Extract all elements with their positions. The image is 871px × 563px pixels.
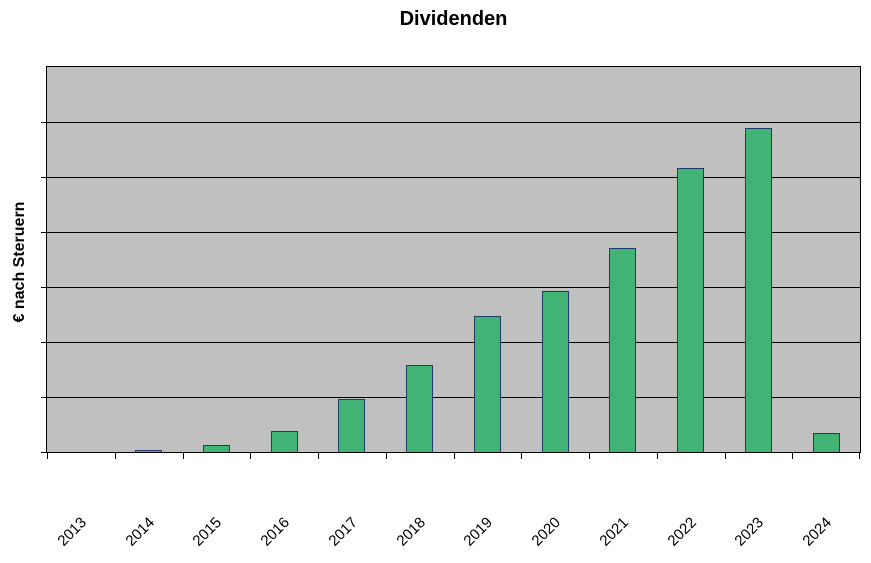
x-axis-tick (656, 452, 658, 459)
x-axis-tick (589, 452, 590, 459)
gridline (47, 286, 860, 288)
x-axis-tick (859, 452, 860, 459)
x-axis-label: 2018 (393, 514, 429, 550)
y-axis-tick (41, 286, 47, 288)
bar-2015 (202, 444, 230, 452)
y-axis-title: € nach Steruern (11, 201, 28, 323)
x-axis-label: 2022 (664, 514, 700, 550)
x-axis-tick (385, 452, 387, 459)
x-axis-tick (114, 452, 116, 459)
y-axis-tick (41, 231, 47, 233)
bar-2020 (541, 291, 569, 452)
gridline (47, 341, 860, 343)
bar-2022 (677, 167, 705, 452)
x-axis-tick (724, 452, 726, 459)
x-axis-label: 2024 (799, 514, 836, 550)
chart-title: Dividenden (399, 8, 508, 30)
gridline (47, 121, 860, 123)
bar-2019 (473, 315, 501, 452)
x-axis-label: 2019 (460, 514, 497, 550)
x-axis-tick (521, 452, 523, 459)
bar-2014 (135, 449, 163, 452)
x-axis-tick (250, 452, 252, 459)
plot-area (41, 66, 861, 459)
x-axis-label: 2015 (189, 514, 226, 550)
x-axis-label: 2020 (528, 514, 565, 550)
bar-2021 (609, 247, 637, 452)
bar-2023 (744, 127, 772, 452)
x-axis-tick (318, 452, 319, 459)
x-axis-label: 2016 (257, 514, 294, 550)
x-axis-tick (182, 452, 184, 459)
x-axis-label: 2023 (731, 514, 768, 550)
x-axis-label: 2017 (325, 514, 361, 550)
y-axis-tick (41, 176, 47, 178)
bar-2024 (812, 433, 840, 452)
y-axis-tick (41, 121, 47, 123)
y-axis-tick (41, 451, 47, 453)
x-axis-tick (453, 452, 455, 459)
x-axis-label: 2014 (122, 514, 158, 550)
gridline (47, 231, 860, 233)
x-axis-tick (792, 452, 794, 459)
gridline (47, 396, 860, 398)
gridline (47, 176, 860, 178)
y-axis-tick (41, 341, 47, 343)
x-axis-tick (47, 452, 48, 459)
y-axis-tick (41, 396, 47, 398)
bar-2018 (406, 364, 434, 452)
x-axis-label: 2013 (54, 514, 90, 550)
x-axis-label: 2021 (596, 514, 632, 550)
bar-2016 (270, 430, 298, 452)
bar-2017 (338, 398, 366, 452)
